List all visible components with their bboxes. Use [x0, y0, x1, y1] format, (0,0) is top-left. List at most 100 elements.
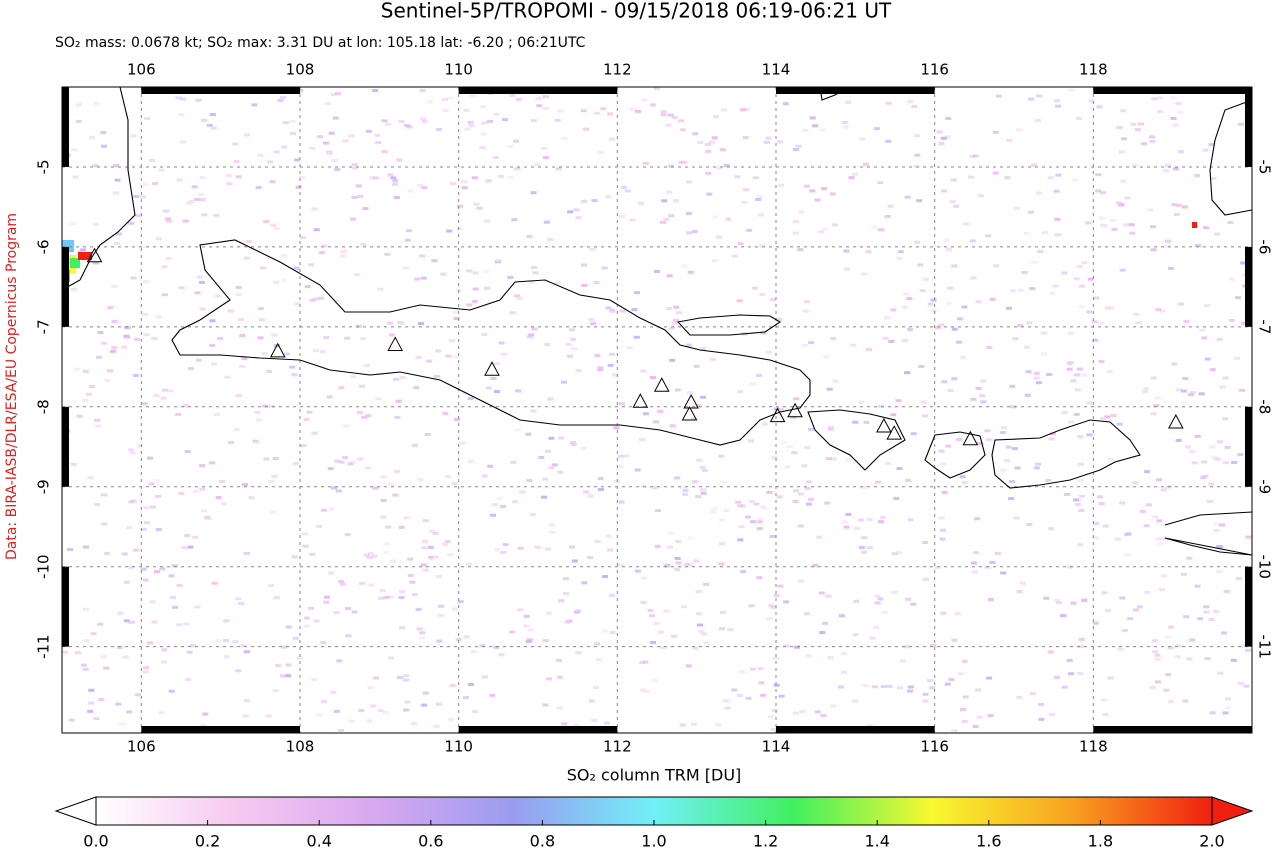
noise-pixel: [311, 207, 318, 211]
noise-pixel: [1123, 223, 1130, 227]
noise-pixel: [1149, 225, 1156, 229]
noise-pixel: [685, 664, 692, 668]
noise-pixel: [232, 640, 239, 644]
noise-pixel: [972, 154, 979, 158]
noise-pixel: [356, 411, 363, 415]
noise-pixel: [359, 581, 366, 585]
noise-pixel: [350, 460, 357, 464]
noise-pixel: [1177, 110, 1184, 114]
noise-pixel: [914, 153, 921, 157]
noise-pixel: [406, 229, 413, 233]
noise-pixel: [192, 489, 199, 493]
noise-pixel: [382, 711, 389, 715]
noise-pixel: [263, 457, 270, 461]
noise-pixel: [528, 333, 535, 337]
noise-pixel: [792, 499, 799, 503]
noise-pixel: [562, 577, 569, 581]
noise-pixel: [323, 141, 330, 145]
noise-pixel: [536, 104, 543, 108]
noise-pixel: [164, 217, 171, 221]
noise-pixel: [948, 678, 955, 682]
noise-pixel: [498, 341, 505, 345]
noise-pixel: [440, 272, 447, 276]
noise-pixel: [526, 234, 533, 238]
frame-bar: [1245, 566, 1252, 647]
noise-pixel: [782, 102, 789, 106]
noise-pixel: [741, 200, 748, 204]
noise-pixel: [970, 397, 977, 401]
noise-pixel: [767, 715, 774, 719]
noise-pixel: [973, 551, 980, 555]
noise-pixel: [635, 109, 642, 113]
noise-pixel: [148, 482, 155, 486]
noise-pixel: [549, 530, 556, 534]
noise-pixel: [543, 220, 550, 224]
noise-pixel: [326, 152, 333, 156]
noise-pixel: [150, 505, 157, 509]
noise-pixel: [360, 242, 367, 246]
noise-pixel: [720, 481, 727, 485]
noise-pixel: [1235, 577, 1242, 581]
noise-pixel: [530, 409, 537, 413]
noise-pixel: [354, 273, 361, 277]
noise-pixel: [956, 317, 963, 321]
noise-pixel: [332, 116, 339, 120]
noise-pixel: [111, 319, 118, 323]
noise-pixel: [803, 184, 810, 188]
noise-pixel: [338, 386, 345, 390]
noise-pixel: [1222, 376, 1229, 380]
noise-pixel: [1219, 523, 1226, 527]
noise-pixel: [481, 121, 488, 125]
noise-pixel: [417, 183, 424, 187]
noise-pixel: [605, 306, 612, 310]
noise-pixel: [1186, 556, 1193, 560]
noise-pixel: [822, 227, 829, 231]
noise-pixel: [602, 575, 609, 579]
noise-pixel: [509, 630, 516, 634]
noise-pixel: [323, 335, 330, 339]
noise-pixel: [466, 269, 473, 273]
noise-pixel: [1230, 658, 1237, 662]
noise-pixel: [1240, 321, 1247, 325]
noise-pixel: [76, 414, 83, 418]
frame-bar: [62, 406, 69, 487]
noise-pixel: [350, 217, 357, 221]
noise-pixel: [526, 638, 533, 642]
noise-pixel: [734, 175, 741, 179]
plume-pixel: [78, 252, 92, 260]
noise-pixel: [308, 606, 315, 610]
noise-pixel: [191, 185, 198, 189]
noise-pixel: [695, 495, 702, 499]
noise-pixel: [960, 355, 967, 359]
noise-pixel: [1139, 509, 1146, 513]
noise-pixel: [756, 373, 763, 377]
noise-pixel: [1234, 296, 1241, 300]
noise-pixel: [893, 496, 900, 500]
noise-pixel: [675, 539, 682, 543]
noise-pixel: [917, 263, 924, 267]
noise-pixel: [489, 693, 496, 697]
noise-pixel: [152, 182, 159, 186]
noise-pixel: [411, 722, 418, 726]
noise-pixel: [100, 130, 107, 134]
noise-pixel: [66, 548, 73, 552]
noise-pixel: [327, 467, 334, 471]
noise-pixel: [357, 457, 364, 461]
noise-pixel: [1098, 502, 1105, 506]
noise-pixel: [918, 364, 925, 368]
noise-pixel: [391, 182, 398, 186]
noise-pixel: [771, 708, 778, 712]
noise-pixel: [1107, 676, 1114, 680]
noise-pixel: [70, 462, 77, 466]
noise-pixel: [1098, 359, 1105, 363]
noise-pixel: [650, 641, 657, 645]
noise-pixel: [270, 510, 277, 514]
noise-pixel: [188, 199, 195, 203]
noise-pixel: [447, 717, 454, 721]
noise-pixel: [703, 641, 710, 645]
noise-pixel: [1156, 96, 1163, 100]
noise-pixel: [763, 140, 770, 144]
noise-pixel: [515, 389, 522, 393]
noise-pixel: [588, 699, 595, 703]
noise-pixel: [1222, 417, 1229, 421]
